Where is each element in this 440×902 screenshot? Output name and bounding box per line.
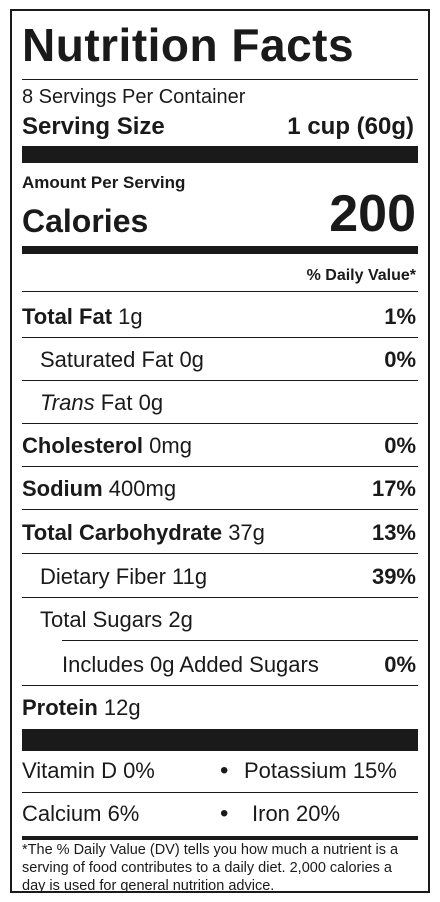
divider	[22, 79, 418, 80]
thick-bar	[22, 729, 418, 751]
nutrient-dv: 1%	[384, 304, 416, 329]
nutrient-name: Trans	[40, 390, 95, 415]
nutrient-name: Sodium	[22, 476, 103, 501]
divider	[22, 597, 418, 598]
nutrient-name-rest: Fat	[100, 390, 133, 415]
thick-bar	[22, 146, 418, 163]
daily-value-header: % Daily Value*	[306, 267, 416, 284]
divider	[22, 380, 418, 381]
nutrient-amount: 12g	[103, 695, 141, 720]
calories-label: Calories	[22, 203, 149, 239]
nutrient-amount: 11g	[172, 564, 208, 589]
serving-size-value: 1 cup (60g)	[287, 113, 414, 140]
nutrient-row-protein: Protein 12g	[22, 688, 418, 728]
nutrient-name: Includes 0g Added Sugars	[62, 652, 319, 677]
nutrient-amount: 400mg	[108, 476, 177, 501]
nutrient-name: Dietary Fiber	[40, 564, 166, 589]
nutrient-dv: 39%	[371, 564, 416, 589]
nutrient-amount: 0mg	[149, 433, 192, 458]
nutrient-row-total-sugars: Total Sugars 2g	[22, 600, 418, 641]
nutrient-amount: 0g	[138, 390, 164, 415]
nutrient-row-saturated-fat: Saturated Fat 0g 0%	[22, 340, 418, 381]
nutrient-name: Protein	[22, 695, 98, 720]
nutrient-amount: 0g	[179, 347, 204, 372]
nutrient-name: Cholesterol	[22, 433, 144, 458]
divider	[22, 423, 418, 424]
nutrient-row-total-fat: Total Fat 1g 1%	[22, 297, 418, 338]
vitamin-row: Vitamin D 0% • Potassium 15%	[22, 751, 418, 791]
nutrient-dv: 0%	[384, 652, 416, 677]
potassium: Potassium 15%	[244, 758, 397, 783]
divider	[22, 553, 418, 554]
calories-value: 200	[329, 185, 416, 243]
nutrient-row-total-carbohydrate: Total Carbohydrate 37g 13%	[22, 513, 418, 554]
nutrient-row-added-sugars: Includes 0g Added Sugars 0%	[22, 645, 418, 686]
nutrient-name: Total Carbohydrate	[22, 520, 223, 545]
nutrient-row-trans-fat: Trans Fat 0g	[22, 383, 418, 424]
nutrient-row-sodium: Sodium 400mg 17%	[22, 469, 418, 510]
nutrient-amount: 1g	[118, 304, 143, 329]
divider	[62, 640, 418, 641]
vitamin-d: Vitamin D 0%	[22, 758, 155, 783]
divider	[22, 291, 418, 292]
serving-size-row: Serving Size 1 cup (60g)	[22, 112, 418, 142]
nutrient-dv: 13%	[371, 520, 416, 545]
nutrient-name: Saturated Fat	[40, 347, 174, 372]
nutrient-amount: 37g	[228, 520, 265, 545]
nutrient-name: Total Fat	[22, 304, 113, 329]
nutrient-name: Total Sugars	[40, 607, 163, 632]
divider	[22, 509, 418, 510]
divider	[22, 466, 418, 467]
nutrient-row-cholesterol: Cholesterol 0mg 0%	[22, 426, 418, 467]
divider	[22, 792, 418, 793]
amount-per-serving: Amount Per Serving	[22, 173, 186, 192]
medium-bar	[22, 246, 418, 254]
nutrient-dv: 0%	[384, 347, 416, 372]
divider	[22, 337, 418, 338]
nutrient-dv: 17%	[371, 476, 416, 501]
nutrient-dv: 0%	[384, 433, 416, 458]
divider-bar	[22, 836, 418, 840]
nutrition-label-inner: Nutrition Facts 8 Servings Per Container…	[22, 11, 418, 894]
iron: Iron 20%	[252, 801, 341, 826]
serving-size-label: Serving Size	[22, 113, 165, 140]
bullet-icon: •	[220, 800, 229, 827]
nutrition-label: Nutrition Facts 8 Servings Per Container…	[10, 9, 430, 894]
nutrient-row-dietary-fiber: Dietary Fiber 11g 39%	[22, 557, 418, 598]
bullet-icon: •	[220, 757, 229, 784]
nutrient-amount: 2g	[168, 607, 193, 632]
label-title: Nutrition Facts	[22, 19, 355, 71]
calcium: Calcium 6%	[22, 801, 140, 826]
vitamin-row: Calcium 6% • Iron 20%	[22, 794, 418, 834]
footnote: *The % Daily Value (DV) tells you how mu…	[22, 842, 399, 894]
divider	[22, 685, 418, 686]
servings-per-container: 8 Servings Per Container	[22, 86, 246, 108]
